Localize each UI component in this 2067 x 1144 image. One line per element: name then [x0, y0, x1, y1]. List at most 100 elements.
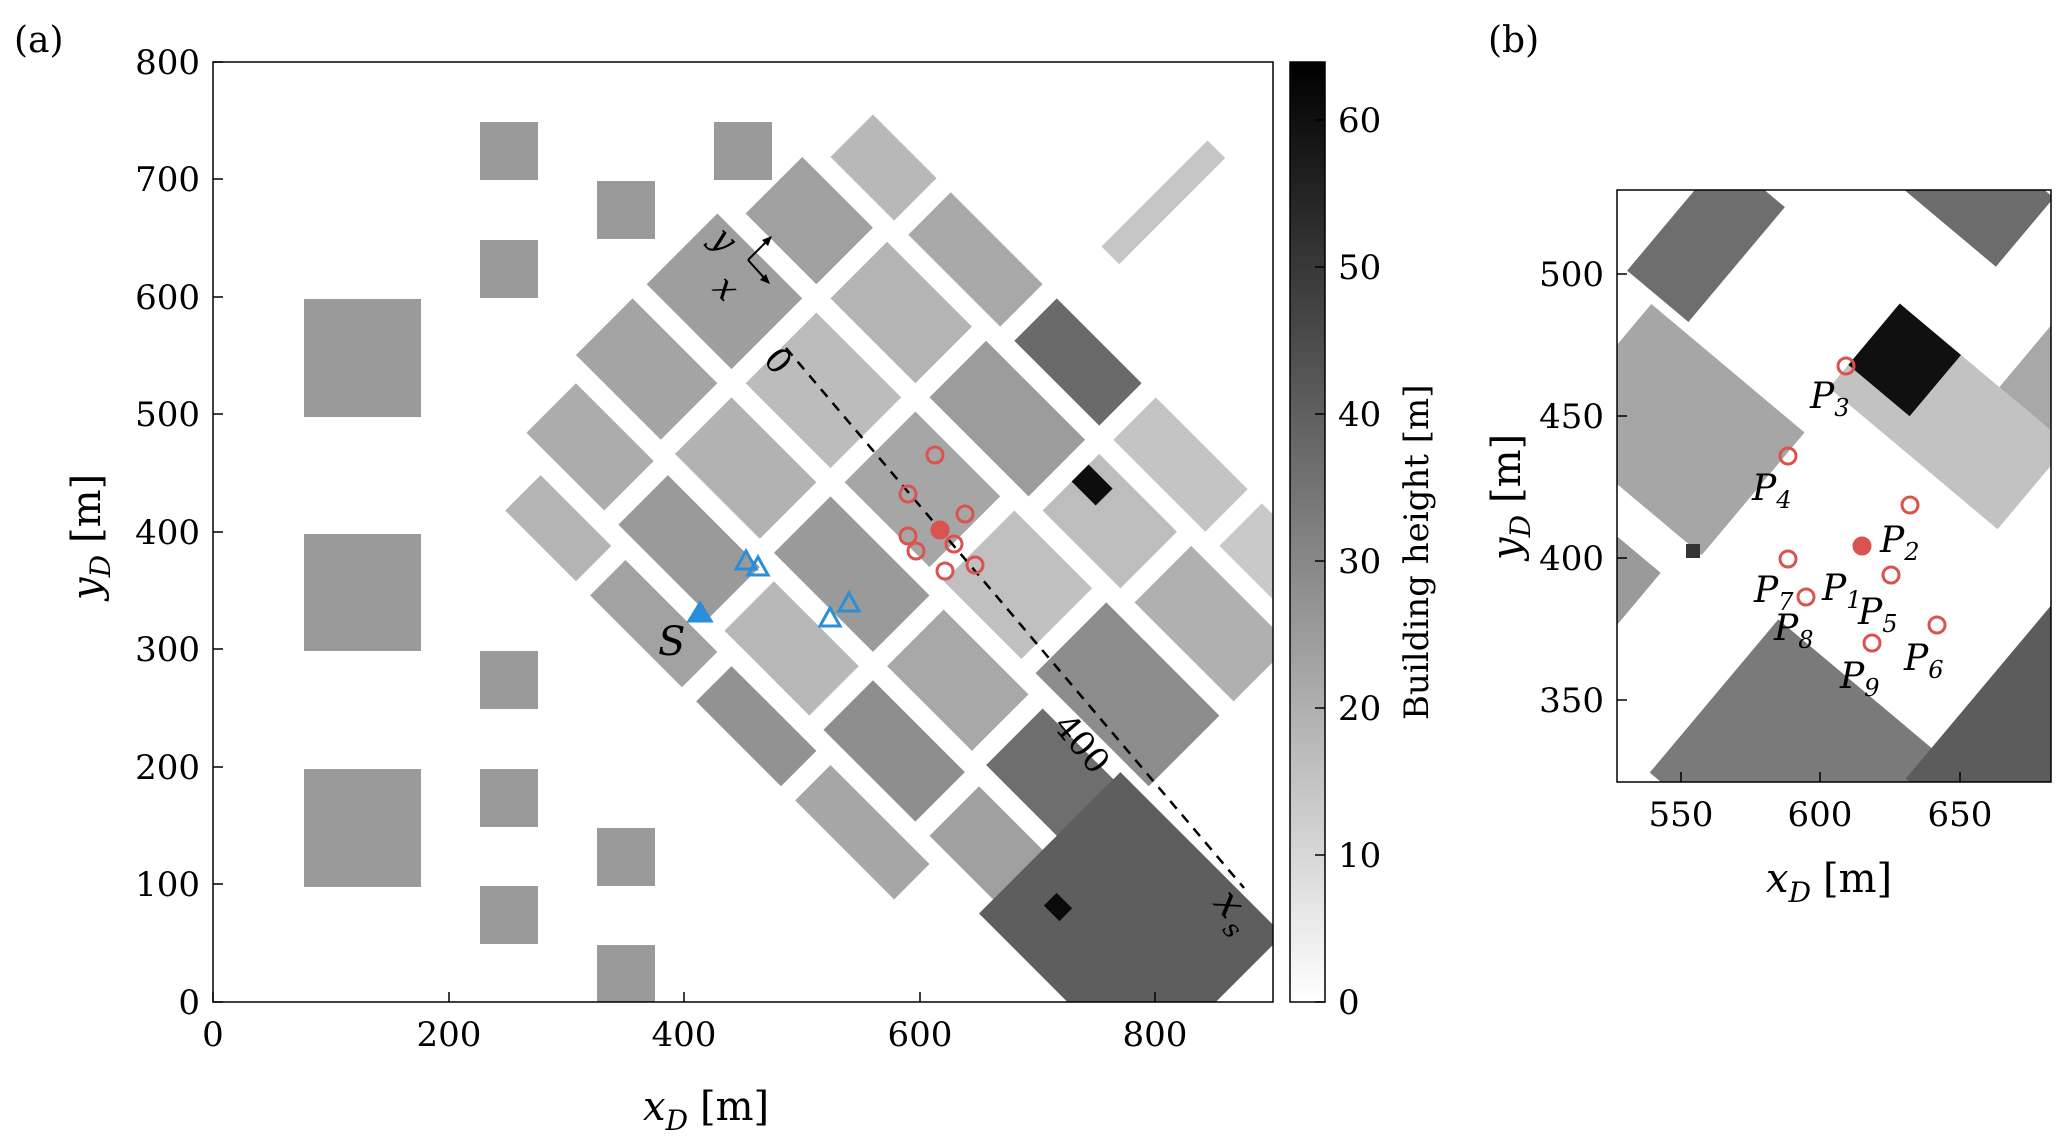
- y-tick-label: 400: [135, 513, 200, 553]
- zoom-y-axis: 350 400 450 500 yD[m]: [1484, 255, 1627, 721]
- probe-p9: [1862, 633, 1882, 653]
- probe-marker: [898, 484, 918, 504]
- compass-x-arrowhead: [760, 274, 770, 284]
- zoom-x-tick-label: 600: [1788, 795, 1853, 835]
- building-tall: [1686, 544, 1700, 558]
- zoom-map: P1 P2 P3 P4 P5 P6 P7 P8 P9 550 600 650 x…: [1484, 189, 2052, 909]
- probe-labels: P1 P2 P3 P4 P5 P6 P7 P8 P9: [1751, 376, 1944, 702]
- building: [1627, 190, 1785, 323]
- building: [590, 560, 718, 688]
- building: [1042, 453, 1177, 589]
- building: [830, 114, 937, 221]
- x-tick-label: 0: [202, 1015, 224, 1055]
- probe-label-p8: P8: [1773, 608, 1814, 654]
- colorbar-tick-label: 30: [1338, 542, 1381, 582]
- x-axis-label: xD [m]: [643, 1084, 769, 1137]
- main-y-axis: 0 100 200 300 400 500 600 700 800 yD[m]: [64, 43, 223, 1023]
- zoom-x-tick-label: 550: [1649, 795, 1714, 835]
- building: [724, 581, 859, 716]
- building: [1617, 303, 1805, 556]
- building: [1014, 298, 1142, 426]
- probe-marker: [935, 561, 955, 581]
- compass-y-arrow: [747, 239, 769, 261]
- x-tick-label: 800: [1123, 1015, 1188, 1055]
- y-tick-label: 700: [135, 160, 200, 200]
- building: [304, 769, 421, 887]
- panel-b-label: (b): [1488, 20, 1539, 61]
- building: [646, 213, 803, 370]
- probe-label-p1: P1: [1821, 568, 1862, 614]
- zoom-y-tick-label: 350: [1539, 681, 1604, 721]
- building: [575, 298, 718, 440]
- probe-markers-main: [898, 445, 985, 581]
- probe-p6: [1927, 615, 1947, 635]
- sensor-marker: [836, 589, 862, 613]
- colorbar-tick-label: 10: [1338, 836, 1381, 876]
- probe-marker-filled: [930, 520, 950, 540]
- zoom-x-axis: 550 600 650 xD [m]: [1649, 772, 1993, 909]
- compass-x-arrow: [747, 259, 767, 281]
- building: [696, 666, 817, 787]
- zoom-y-tick-label: 500: [1539, 255, 1604, 295]
- probe-label-p6: P6: [1903, 638, 1944, 684]
- building: [526, 383, 654, 511]
- compass-y-arrowhead: [762, 236, 772, 246]
- building: [1219, 503, 1273, 631]
- probe-p3: [1836, 356, 1856, 376]
- y-tick-label: 600: [135, 278, 200, 318]
- zoom-map-frame: [1616, 189, 2052, 783]
- colorbar-tick-label: 20: [1338, 689, 1381, 729]
- building: [773, 496, 930, 652]
- building: [597, 828, 655, 886]
- building: [1827, 190, 2051, 267]
- building-tall: [1071, 464, 1113, 506]
- y-tick-label: 500: [135, 395, 200, 435]
- zoom-y-axis-label: yD[m]: [1484, 434, 1537, 562]
- panel-a-label: (a): [14, 20, 64, 61]
- colorbar-tick-label: 60: [1338, 101, 1381, 141]
- colorbar-tick-label: 0: [1338, 983, 1360, 1023]
- building: [943, 510, 1093, 659]
- probe-label-p9: P9: [1839, 656, 1880, 702]
- colorbar: 0 10 20 30 40 50 60 Building height [m]: [1289, 61, 1437, 1023]
- building: [618, 475, 760, 617]
- building: [929, 340, 1086, 497]
- probe-p8: [1796, 587, 1816, 607]
- building-grid-left: [304, 122, 772, 1002]
- probe-label-p3: P3: [1809, 376, 1850, 422]
- colorbar-label: Building height [m]: [1397, 384, 1437, 720]
- main-map: 0 400 x s y x S: [64, 43, 1274, 1137]
- probe-label-p7: P7: [1753, 570, 1794, 616]
- building: [597, 945, 655, 1002]
- y-tick-label: 100: [135, 865, 200, 905]
- building: [844, 411, 1001, 568]
- building: [304, 299, 421, 417]
- building: [1649, 619, 1978, 782]
- probe-marker: [965, 555, 985, 575]
- building-layer: [304, 114, 1273, 1002]
- building: [674, 397, 817, 539]
- building: [480, 240, 538, 298]
- zoom-x-tick-label: 650: [1928, 795, 1993, 835]
- probe-marker: [898, 526, 918, 546]
- building: [978, 772, 1273, 1002]
- zoom-y-tick-label: 450: [1539, 397, 1604, 437]
- building: [823, 680, 965, 822]
- colorbar-tick-label: 50: [1338, 248, 1381, 288]
- zoom-x-axis-label: xD [m]: [1766, 856, 1892, 909]
- building: [795, 765, 930, 900]
- y-tick-label: 800: [135, 43, 200, 83]
- building: [304, 534, 421, 651]
- colorbar-tick-label: 40: [1338, 395, 1381, 435]
- building: [714, 122, 772, 180]
- probe-p1: [1852, 536, 1872, 556]
- source-label: S: [658, 619, 685, 665]
- x-tick-label: 200: [417, 1015, 482, 1055]
- sensor-marker: [745, 553, 771, 577]
- building: [597, 181, 655, 239]
- source-marker: [686, 600, 714, 623]
- building: [480, 122, 538, 180]
- probe-p7: [1778, 549, 1798, 569]
- x-tick-label: 400: [652, 1015, 717, 1055]
- probe-markers-zoom: [1778, 356, 1947, 653]
